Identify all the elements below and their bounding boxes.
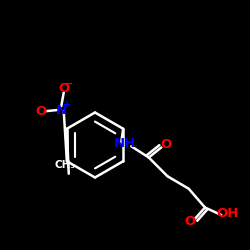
Text: NH: NH <box>114 137 136 150</box>
Text: CH₃: CH₃ <box>54 160 76 170</box>
Text: +: + <box>63 100 71 110</box>
Text: O: O <box>160 138 172 151</box>
Text: N: N <box>56 104 67 117</box>
Text: −: − <box>65 79 73 89</box>
Text: O: O <box>36 105 47 118</box>
Text: O: O <box>58 82 70 95</box>
Text: OH: OH <box>216 207 239 220</box>
Text: O: O <box>184 215 196 228</box>
